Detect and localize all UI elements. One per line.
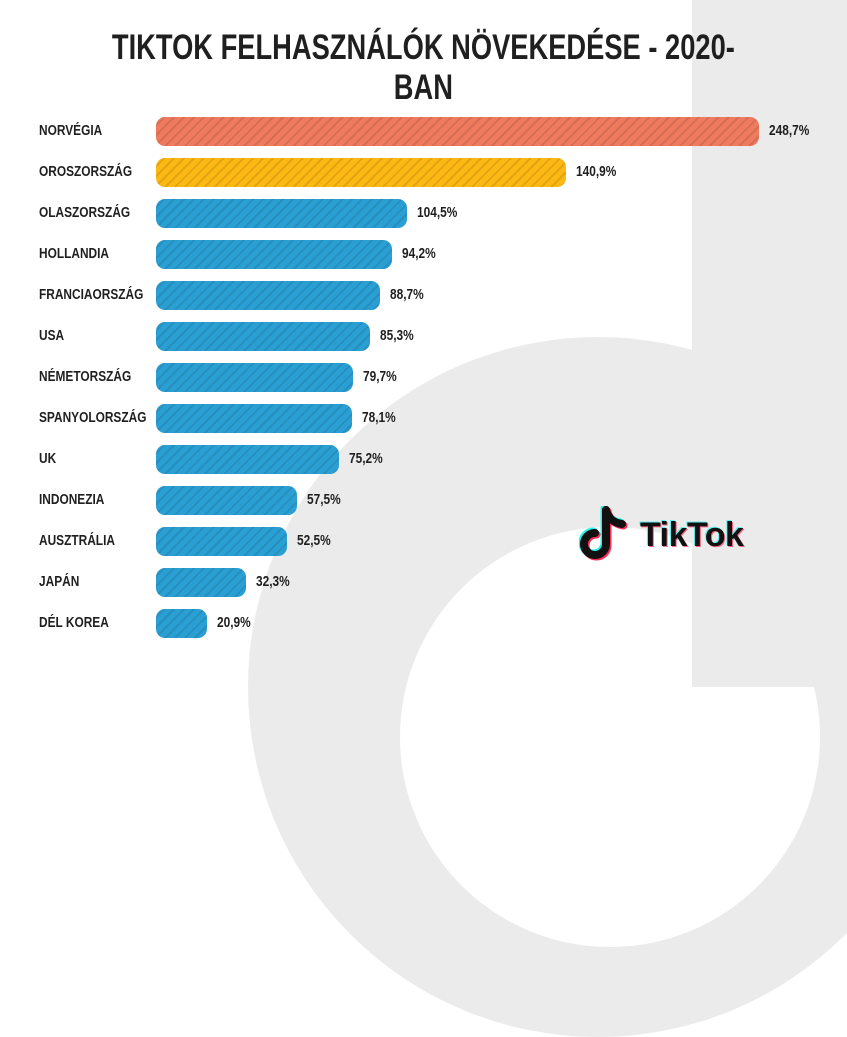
value-label: 32,3% bbox=[256, 574, 290, 590]
bar bbox=[156, 158, 566, 187]
value-label: 78,1% bbox=[362, 410, 396, 426]
value-label: 79,7% bbox=[363, 369, 397, 385]
bar bbox=[156, 527, 287, 556]
value-label: 88,7% bbox=[390, 287, 424, 303]
bar bbox=[156, 445, 339, 474]
value-label: 85,3% bbox=[380, 328, 414, 344]
category-label: USA bbox=[39, 328, 65, 344]
chart-title: TIKTOK FELHASZNÁLÓK NÖVEKEDÉSE - 2020-BA… bbox=[111, 28, 735, 107]
category-label: OLASZORSZÁG bbox=[39, 205, 131, 221]
bar-row: OLASZORSZÁG 104,5% bbox=[0, 199, 847, 228]
bar bbox=[156, 281, 380, 310]
bar-row: NORVÉGIA 248,7% bbox=[0, 117, 847, 146]
value-label: 57,5% bbox=[307, 492, 341, 508]
bar-row: UK 75,2% bbox=[0, 445, 847, 474]
category-label: AUSZTRÁLIA bbox=[39, 533, 115, 549]
bar bbox=[156, 609, 207, 638]
value-label: 104,5% bbox=[417, 205, 458, 221]
value-label: 20,9% bbox=[217, 615, 251, 631]
bar-row: OROSZORSZÁG 140,9% bbox=[0, 158, 847, 187]
bar bbox=[156, 117, 759, 146]
category-label: NORVÉGIA bbox=[39, 123, 103, 139]
bar-row: USA 85,3% bbox=[0, 322, 847, 351]
bar bbox=[156, 486, 297, 515]
bar-row: JAPÁN 32,3% bbox=[0, 568, 847, 597]
bar bbox=[156, 240, 392, 269]
value-label: 140,9% bbox=[576, 164, 617, 180]
category-label: SPANYOLORSZÁG bbox=[39, 410, 147, 426]
bar-row: SPANYOLORSZÁG 78,1% bbox=[0, 404, 847, 433]
category-label: INDONEZIA bbox=[39, 492, 105, 508]
category-label: OROSZORSZÁG bbox=[39, 164, 133, 180]
bar bbox=[156, 322, 370, 351]
category-label: UK bbox=[39, 451, 57, 467]
value-label: 75,2% bbox=[349, 451, 383, 467]
bar-row: INDONEZIA 57,5% bbox=[0, 486, 847, 515]
tiktok-logo: TikTok bbox=[579, 506, 769, 562]
background-note-stem bbox=[692, 0, 847, 687]
category-label: JAPÁN bbox=[39, 574, 80, 590]
category-label: DÉL KOREA bbox=[39, 615, 109, 631]
bar-row: HOLLANDIA 94,2% bbox=[0, 240, 847, 269]
bar bbox=[156, 404, 352, 433]
bar bbox=[156, 199, 407, 228]
bar-row: AUSZTRÁLIA 52,5% bbox=[0, 527, 847, 556]
value-label: 94,2% bbox=[402, 246, 436, 262]
tiktok-wordmark: TikTok bbox=[640, 516, 744, 554]
bar-row: DÉL KOREA 20,9% bbox=[0, 609, 847, 638]
tiktok-note-icon bbox=[579, 506, 628, 561]
category-label: NÉMETORSZÁG bbox=[39, 369, 132, 385]
bar bbox=[156, 568, 246, 597]
bar-row: FRANCIAORSZÁG 88,7% bbox=[0, 281, 847, 310]
bar-row: NÉMETORSZÁG 79,7% bbox=[0, 363, 847, 392]
bar bbox=[156, 363, 353, 392]
value-label: 52,5% bbox=[297, 533, 331, 549]
category-label: HOLLANDIA bbox=[39, 246, 110, 262]
value-label: 248,7% bbox=[769, 123, 810, 139]
category-label: FRANCIAORSZÁG bbox=[39, 287, 144, 303]
